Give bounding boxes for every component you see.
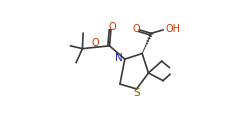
Text: O: O <box>132 24 139 34</box>
Text: O: O <box>92 38 99 48</box>
Text: S: S <box>133 88 140 98</box>
Text: O: O <box>108 22 116 32</box>
Text: OH: OH <box>164 24 180 34</box>
Text: N: N <box>114 53 122 63</box>
